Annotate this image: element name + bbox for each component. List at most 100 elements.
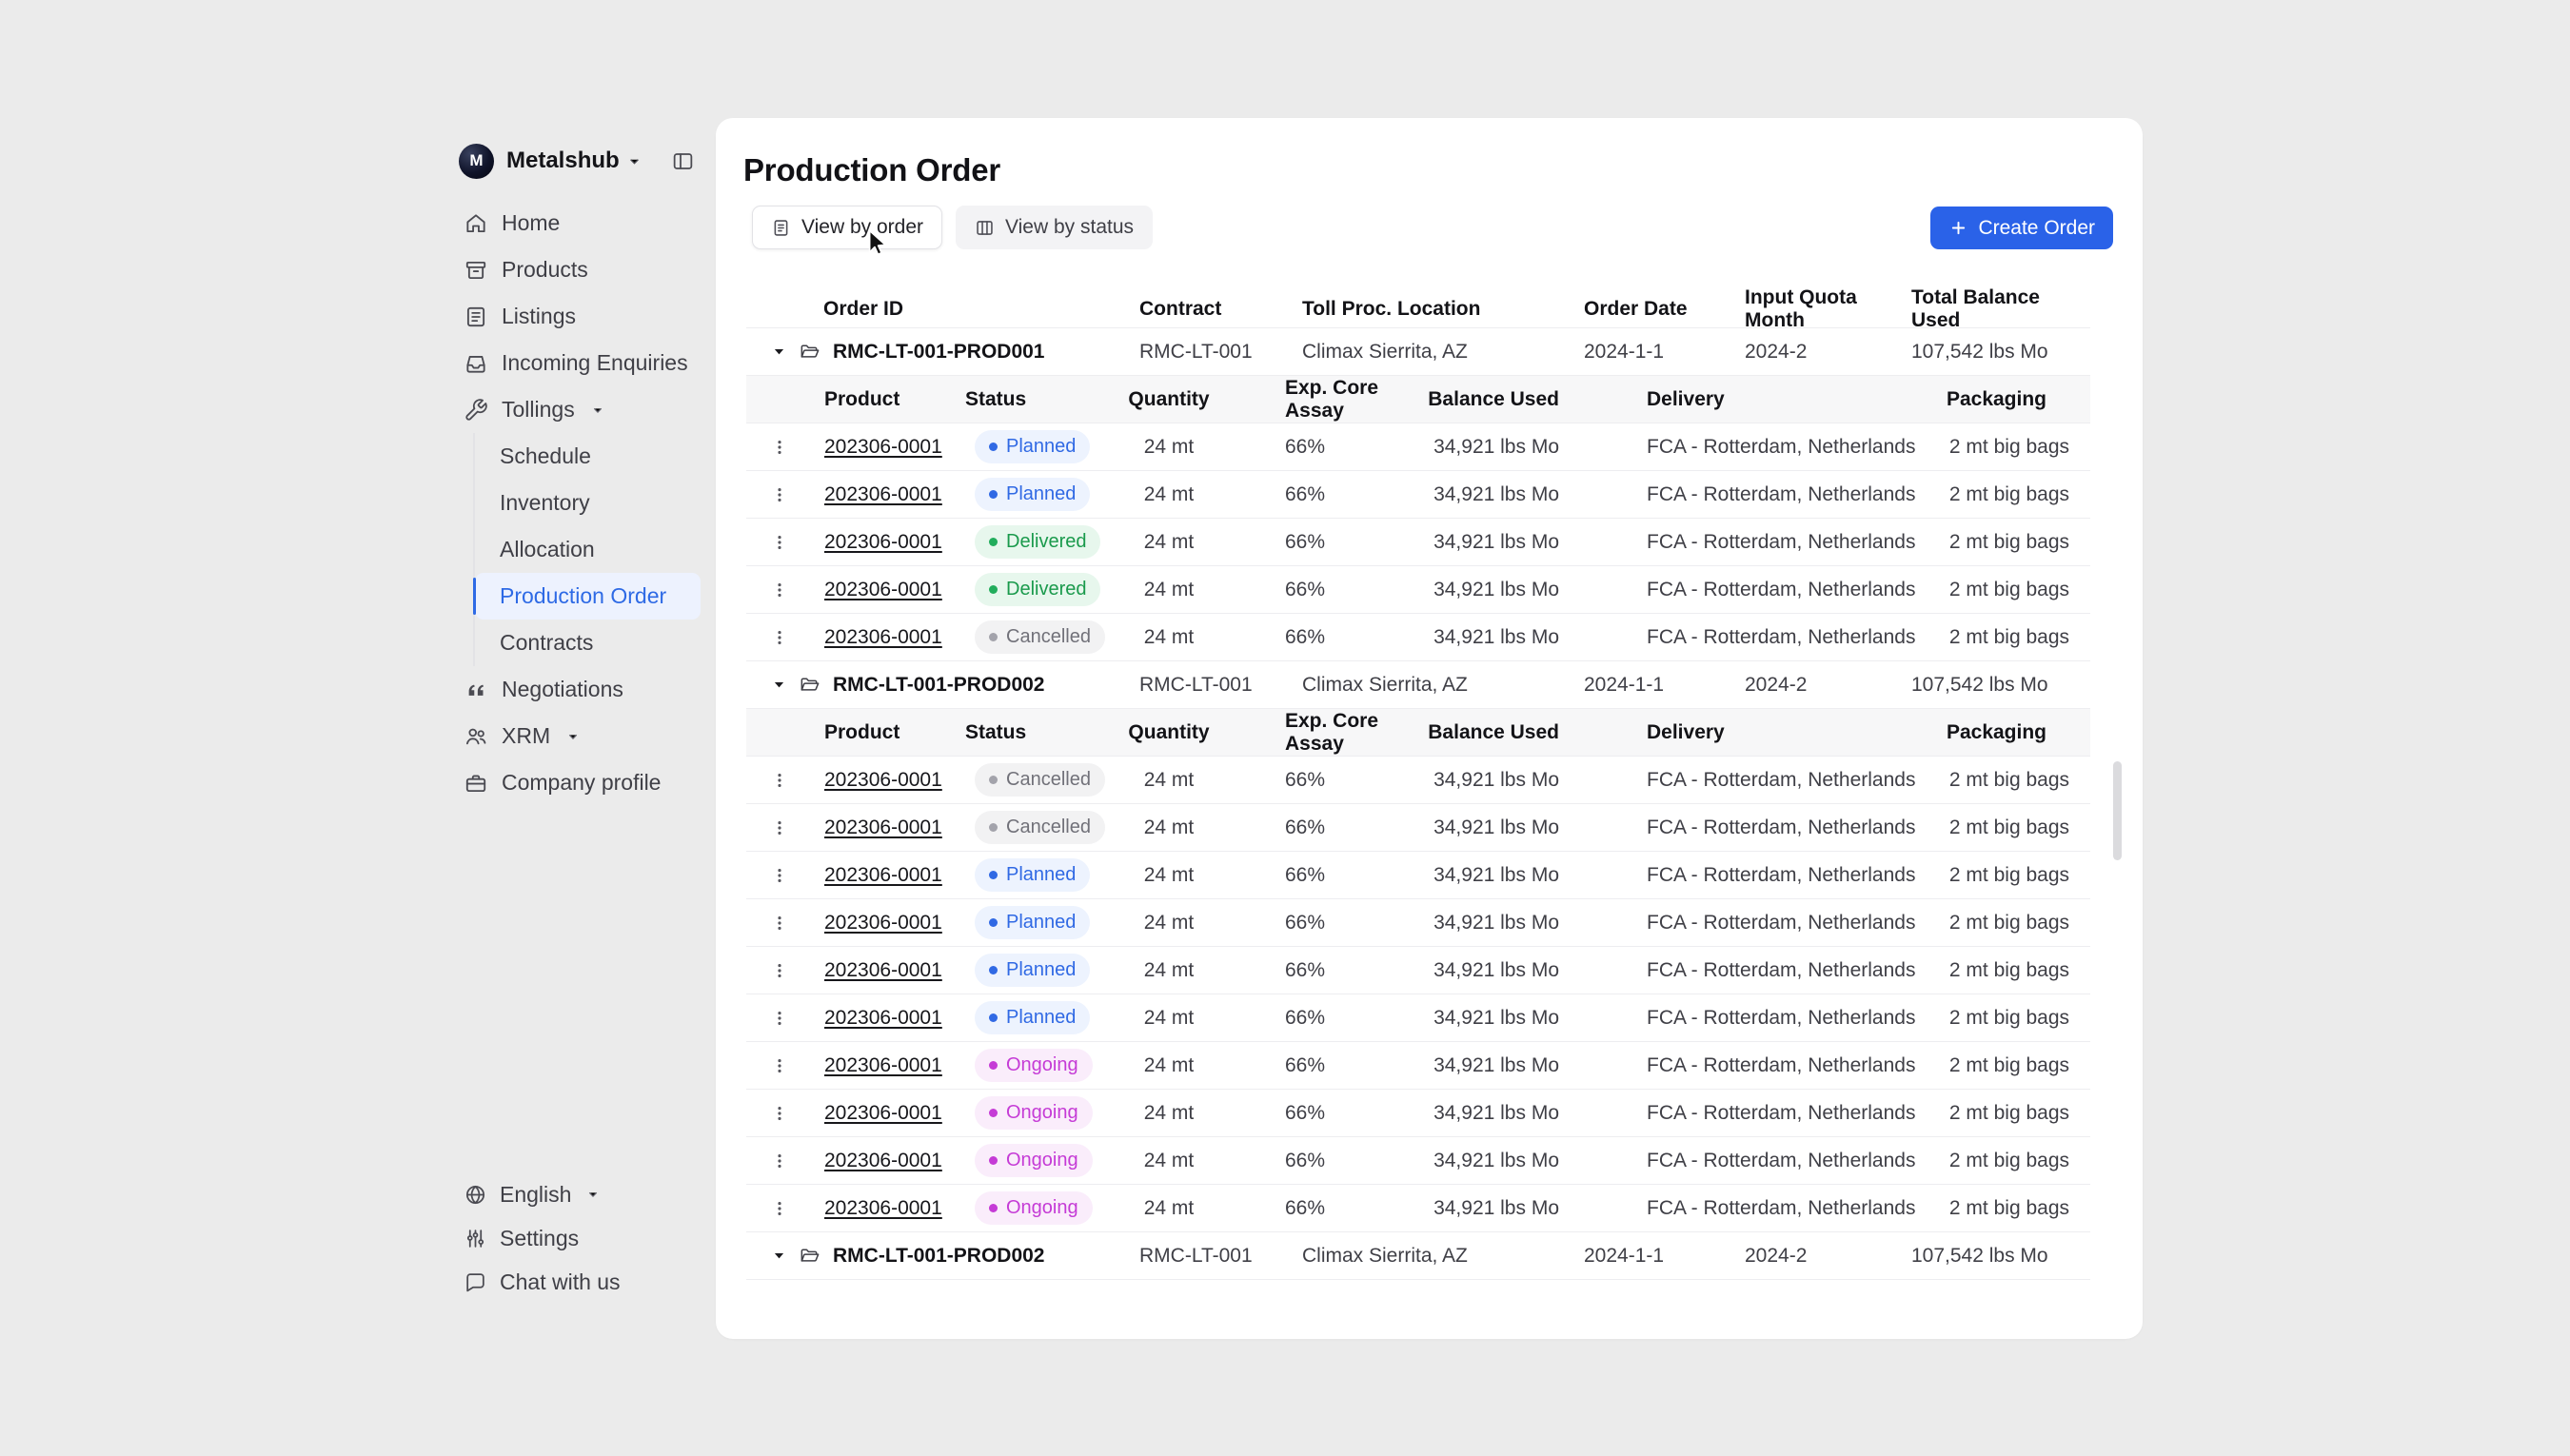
- row-menu-icon[interactable]: [770, 1151, 789, 1171]
- row-menu-icon[interactable]: [770, 1199, 789, 1218]
- sidebar-item-home[interactable]: Home: [442, 200, 701, 246]
- product-link[interactable]: 202306-0001: [824, 578, 942, 600]
- tab-view-by-order[interactable]: View by order: [752, 206, 943, 249]
- scrollbar-thumb[interactable]: [2113, 761, 2122, 860]
- product-link[interactable]: 202306-0001: [824, 625, 942, 648]
- balance-used: 34,921 lbs Mo: [1433, 482, 1559, 505]
- delivery: FCA - Rotterdam, Netherlands: [1647, 578, 1916, 600]
- status-dot-icon: [989, 490, 998, 499]
- product-link[interactable]: 202306-0001: [824, 863, 942, 886]
- expand-caret-icon[interactable]: [771, 344, 787, 360]
- column-header: Delivery: [1647, 387, 1725, 410]
- product-link[interactable]: 202306-0001: [824, 482, 942, 505]
- row-menu-icon[interactable]: [770, 1104, 789, 1123]
- tollings-icon: [464, 398, 488, 423]
- row-menu-icon[interactable]: [770, 1009, 789, 1028]
- packaging: 2 mt big bags: [1948, 1053, 2069, 1076]
- product-link[interactable]: 202306-0001: [824, 1101, 942, 1124]
- row-menu-icon[interactable]: [770, 961, 789, 980]
- column-header: Quantity: [1128, 387, 1210, 410]
- home-icon: [464, 211, 488, 236]
- product-link[interactable]: 202306-0001: [824, 911, 942, 934]
- sidebar-toggle-icon[interactable]: [671, 149, 695, 173]
- total-balance-used: 107,542 lbs Mo: [1911, 673, 2048, 696]
- sidebar-item-inventory[interactable]: Inventory: [500, 490, 590, 515]
- delivery: FCA - Rotterdam, Netherlands: [1647, 1149, 1916, 1171]
- sidebar-item-tollings[interactable]: Tollings: [442, 386, 701, 433]
- column-header: Packaging: [1946, 387, 2046, 410]
- packaging: 2 mt big bags: [1948, 578, 2069, 600]
- order-group-row[interactable]: RMC-LT-001-PROD002 RMC-LT-001 Climax Sie…: [746, 1232, 2090, 1280]
- status-badge: Planned: [975, 954, 1091, 987]
- sidebar-item-settings[interactable]: Settings: [442, 1216, 701, 1260]
- product-link[interactable]: 202306-0001: [824, 816, 942, 838]
- sidebar-item-label: XRM: [502, 723, 551, 748]
- sidebar-item-products[interactable]: Products: [442, 246, 701, 293]
- row-menu-icon[interactable]: [770, 485, 789, 504]
- enquiries-icon: [464, 351, 488, 376]
- status-badge: Planned: [975, 906, 1091, 939]
- sidebar-item-listings[interactable]: Listings: [442, 293, 701, 340]
- quantity: 24 mt: [1143, 1149, 1195, 1171]
- row-menu-icon[interactable]: [770, 580, 789, 600]
- workspace-name: Metalshub: [506, 148, 620, 173]
- packaging: 2 mt big bags: [1948, 530, 2069, 553]
- row-menu-icon[interactable]: [770, 771, 789, 790]
- product-link[interactable]: 202306-0001: [824, 435, 942, 458]
- sidebar-item-label: Home: [502, 210, 561, 235]
- product-link[interactable]: 202306-0001: [824, 1196, 942, 1219]
- exp-core-assay: 66%: [1285, 1149, 1326, 1171]
- column-header: Product: [824, 720, 900, 743]
- column-header: Product: [824, 387, 900, 410]
- page-title: Production Order: [743, 152, 1000, 187]
- sidebar-item-english[interactable]: English: [442, 1172, 701, 1216]
- exp-core-assay: 66%: [1285, 863, 1326, 886]
- workspace-switcher[interactable]: M Metalshub: [426, 139, 716, 183]
- balance-used: 34,921 lbs Mo: [1433, 435, 1559, 458]
- row-menu-icon[interactable]: [770, 818, 789, 837]
- column-header: Status: [965, 387, 1027, 410]
- sidebar-item-production-order[interactable]: Production Order: [473, 573, 701, 620]
- row-menu-icon[interactable]: [770, 628, 789, 647]
- sidebar-item-label: Settings: [500, 1225, 580, 1250]
- order-group-row[interactable]: RMC-LT-001-PROD001 RMC-LT-001 Climax Sie…: [746, 328, 2090, 376]
- expand-caret-icon[interactable]: [771, 1248, 787, 1264]
- sidebar-item-contracts[interactable]: Contracts: [500, 630, 594, 655]
- order-group-row[interactable]: RMC-LT-001-PROD002 RMC-LT-001 Climax Sie…: [746, 661, 2090, 709]
- column-header: Quantity: [1128, 720, 1210, 743]
- status-dot-icon: [989, 1013, 998, 1022]
- sidebar-item-schedule[interactable]: Schedule: [500, 443, 591, 468]
- sidebar-item-chat-with-us[interactable]: Chat with us: [442, 1260, 701, 1304]
- row-menu-icon[interactable]: [770, 533, 789, 552]
- row-menu-icon[interactable]: [770, 914, 789, 933]
- row-menu-icon[interactable]: [770, 438, 789, 457]
- chevron-down-icon[interactable]: [626, 153, 642, 169]
- sidebar-item-company-profile[interactable]: Company profile: [442, 759, 701, 806]
- balance-used: 34,921 lbs Mo: [1433, 863, 1559, 886]
- delivery: FCA - Rotterdam, Netherlands: [1647, 816, 1916, 838]
- status-badge: Cancelled: [975, 811, 1105, 844]
- row-menu-icon[interactable]: [770, 1056, 789, 1075]
- expand-caret-icon[interactable]: [771, 677, 787, 693]
- product-link[interactable]: 202306-0001: [824, 1149, 942, 1171]
- sidebar-item-allocation[interactable]: Allocation: [500, 537, 595, 561]
- product-link[interactable]: 202306-0001: [824, 530, 942, 553]
- status-dot-icon: [989, 1156, 998, 1165]
- product-link[interactable]: 202306-0001: [824, 768, 942, 791]
- status-dot-icon: [989, 443, 998, 451]
- column-header: Status: [965, 720, 1027, 743]
- product-link[interactable]: 202306-0001: [824, 1006, 942, 1029]
- sidebar-item-negotiations[interactable]: Negotiations: [442, 666, 701, 713]
- create-order-button[interactable]: Create Order: [1930, 207, 2113, 249]
- sidebar-item-xrm[interactable]: XRM: [442, 713, 701, 759]
- product-row: 202306-0001 Ongoing 24 mt 66% 34,921 lbs…: [746, 1042, 2090, 1090]
- balance-used: 34,921 lbs Mo: [1433, 816, 1559, 838]
- tab-view-by-status[interactable]: View by status: [956, 206, 1154, 249]
- product-link[interactable]: 202306-0001: [824, 958, 942, 981]
- product-link[interactable]: 202306-0001: [824, 1053, 942, 1076]
- exp-core-assay: 66%: [1285, 1006, 1326, 1029]
- column-header: Input Quota Month: [1745, 286, 1857, 331]
- sidebar-item-incoming-enquiries[interactable]: Incoming Enquiries: [442, 340, 701, 386]
- row-menu-icon[interactable]: [770, 866, 789, 885]
- order-id: RMC-LT-001-PROD002: [833, 1244, 1045, 1267]
